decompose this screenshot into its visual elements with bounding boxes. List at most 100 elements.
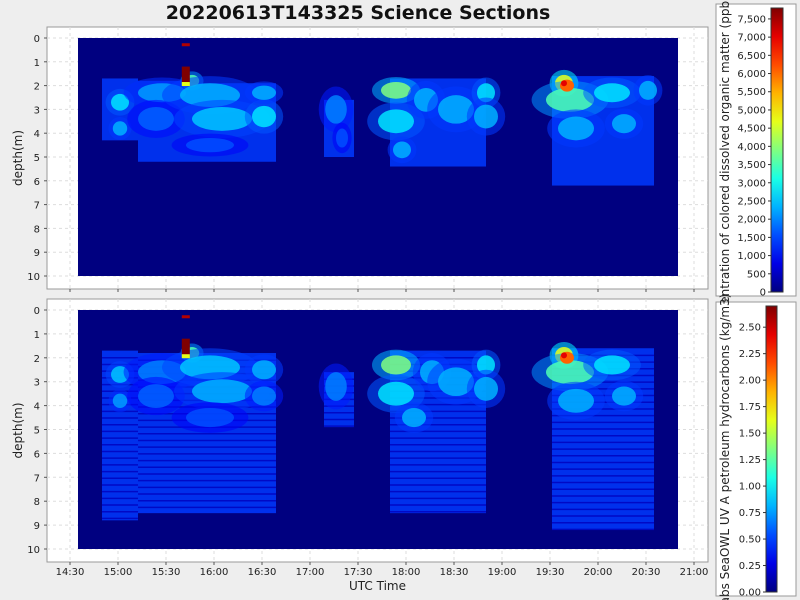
x-tick-label: 19:00 (488, 567, 517, 578)
heatmap-cell (558, 116, 594, 141)
y-tick-label: 6 (34, 177, 40, 188)
colorbar (765, 305, 778, 593)
heatmap-cell (474, 104, 498, 129)
colorbar-label: abs SeaOWL UV A petroleum hydrocarbons (… (718, 294, 732, 600)
colorbar-tick-label: 2.25 (739, 349, 761, 360)
heatmap-cell (186, 137, 234, 153)
heatmap-cell (252, 85, 276, 100)
y-tick-label: 9 (34, 248, 40, 259)
heatmap-hotspot (181, 315, 190, 319)
y-tick-label: 5 (34, 426, 40, 437)
colorbar-tick-label: 5,000 (737, 105, 766, 116)
heatmap-cell (594, 83, 630, 103)
heatmap-cell (474, 376, 498, 401)
x-tick-label: 19:30 (536, 567, 565, 578)
colorbar-tick-label: 5,500 (737, 87, 766, 98)
y-tick-label: 9 (34, 521, 40, 532)
heatmap-cell (252, 360, 276, 380)
colorbar-tick-label: 0.00 (739, 588, 761, 599)
heatmap-hotspot (181, 82, 190, 87)
y-tick-label: 6 (34, 449, 40, 460)
x-tick-label: 17:00 (296, 567, 325, 578)
colorbar-tick-label: 2,000 (737, 215, 766, 226)
y-tick-label: 0 (34, 306, 40, 317)
colorbar-tick-label: 0.25 (739, 561, 761, 572)
colorbar-tick-label: 0.50 (739, 535, 761, 546)
heatmap-cell (252, 386, 276, 406)
x-tick-label: 16:00 (200, 567, 229, 578)
x-tick-label: 20:00 (584, 567, 613, 578)
y-tick-label: 7 (34, 201, 40, 212)
colorbar-tick-label: 0.75 (739, 508, 761, 519)
heatmap-cell (336, 128, 348, 148)
heatmap-cell (612, 114, 636, 134)
x-tick-label: 14:30 (56, 567, 85, 578)
colorbar-tick-label: 6,500 (737, 51, 766, 62)
colorbar-label: entration of colored dissolved organic m… (718, 0, 732, 304)
heatmap-cell (325, 95, 347, 124)
heatmap-cell (378, 381, 414, 406)
y-tick-label: 10 (27, 545, 40, 556)
x-tick-label: 18:30 (440, 567, 469, 578)
x-tick-label: 15:00 (104, 567, 133, 578)
colorbar-tick-label: 2.00 (739, 376, 761, 387)
colorbar-tick-label: 0 (760, 288, 766, 299)
heatmap-cell (112, 393, 128, 408)
colorbar-tick-label: 3,500 (737, 160, 766, 171)
heatmap-cell (378, 109, 414, 134)
colorbar-tick-label: 1.50 (739, 429, 761, 440)
heatmap-hotspot (181, 66, 190, 84)
y-tick-label: 7 (34, 473, 40, 484)
heatmap-cell (252, 105, 276, 128)
y-tick-label: 4 (34, 402, 40, 413)
heatmap-cell (186, 407, 234, 428)
heatmap-cell (192, 107, 252, 131)
y-tick-label: 8 (34, 224, 40, 235)
colorbar-tick-label: 6,000 (737, 69, 766, 80)
heatmap-cell (381, 82, 411, 99)
colorbar-tick-label: 500 (747, 269, 766, 280)
y-axis-label: depth(m) (11, 130, 25, 186)
colorbar (770, 7, 784, 293)
heatmap-hotspot (561, 80, 567, 87)
colorbar-tick-label: 1.25 (739, 455, 761, 466)
heatmap-cell (477, 83, 495, 103)
colorbar-tick-label: 1,000 (737, 251, 766, 262)
heatmap-cell (558, 388, 594, 413)
chart-title: 20220613T143325 Science Sections (165, 2, 551, 24)
y-axis-label: depth(m) (11, 403, 25, 459)
colorbar-tick-label: 2,500 (737, 196, 766, 207)
colorbar-tick-label: 3,000 (737, 178, 766, 189)
heatmap-cell (438, 95, 474, 124)
y-tick-label: 10 (27, 272, 40, 283)
heatmap-cell (438, 367, 474, 397)
heatmap-cell (192, 379, 252, 404)
heatmap-cell (381, 355, 411, 375)
heatmap-hotspot (181, 338, 190, 356)
heatmap-cell (325, 372, 347, 401)
y-tick-label: 2 (34, 354, 40, 365)
heatmap-cell (546, 87, 594, 112)
colorbar-tick-label: 1.00 (739, 482, 761, 493)
heatmap-cell (393, 141, 411, 159)
x-tick-label: 21:00 (680, 567, 709, 578)
colorbar-panel (715, 301, 797, 597)
y-tick-label: 2 (34, 82, 40, 93)
x-tick-label: 18:00 (392, 567, 421, 578)
x-tick-label: 17:30 (344, 567, 373, 578)
y-tick-label: 3 (34, 378, 40, 389)
heatmap-hotspot (181, 43, 190, 47)
y-tick-label: 3 (34, 105, 40, 116)
y-tick-label: 8 (34, 497, 40, 508)
heatmap-cell (612, 386, 636, 406)
y-tick-label: 4 (34, 129, 40, 140)
colorbar-tick-label: 7,000 (737, 33, 766, 44)
heatmap-cell (112, 121, 128, 136)
y-tick-label: 1 (34, 58, 40, 69)
colorbar-tick-label: 7,500 (737, 14, 766, 25)
y-tick-label: 0 (34, 34, 40, 45)
x-tick-label: 16:30 (248, 567, 277, 578)
heatmap-hotspot (181, 354, 190, 359)
colorbar-tick-label: 1.75 (739, 402, 761, 413)
